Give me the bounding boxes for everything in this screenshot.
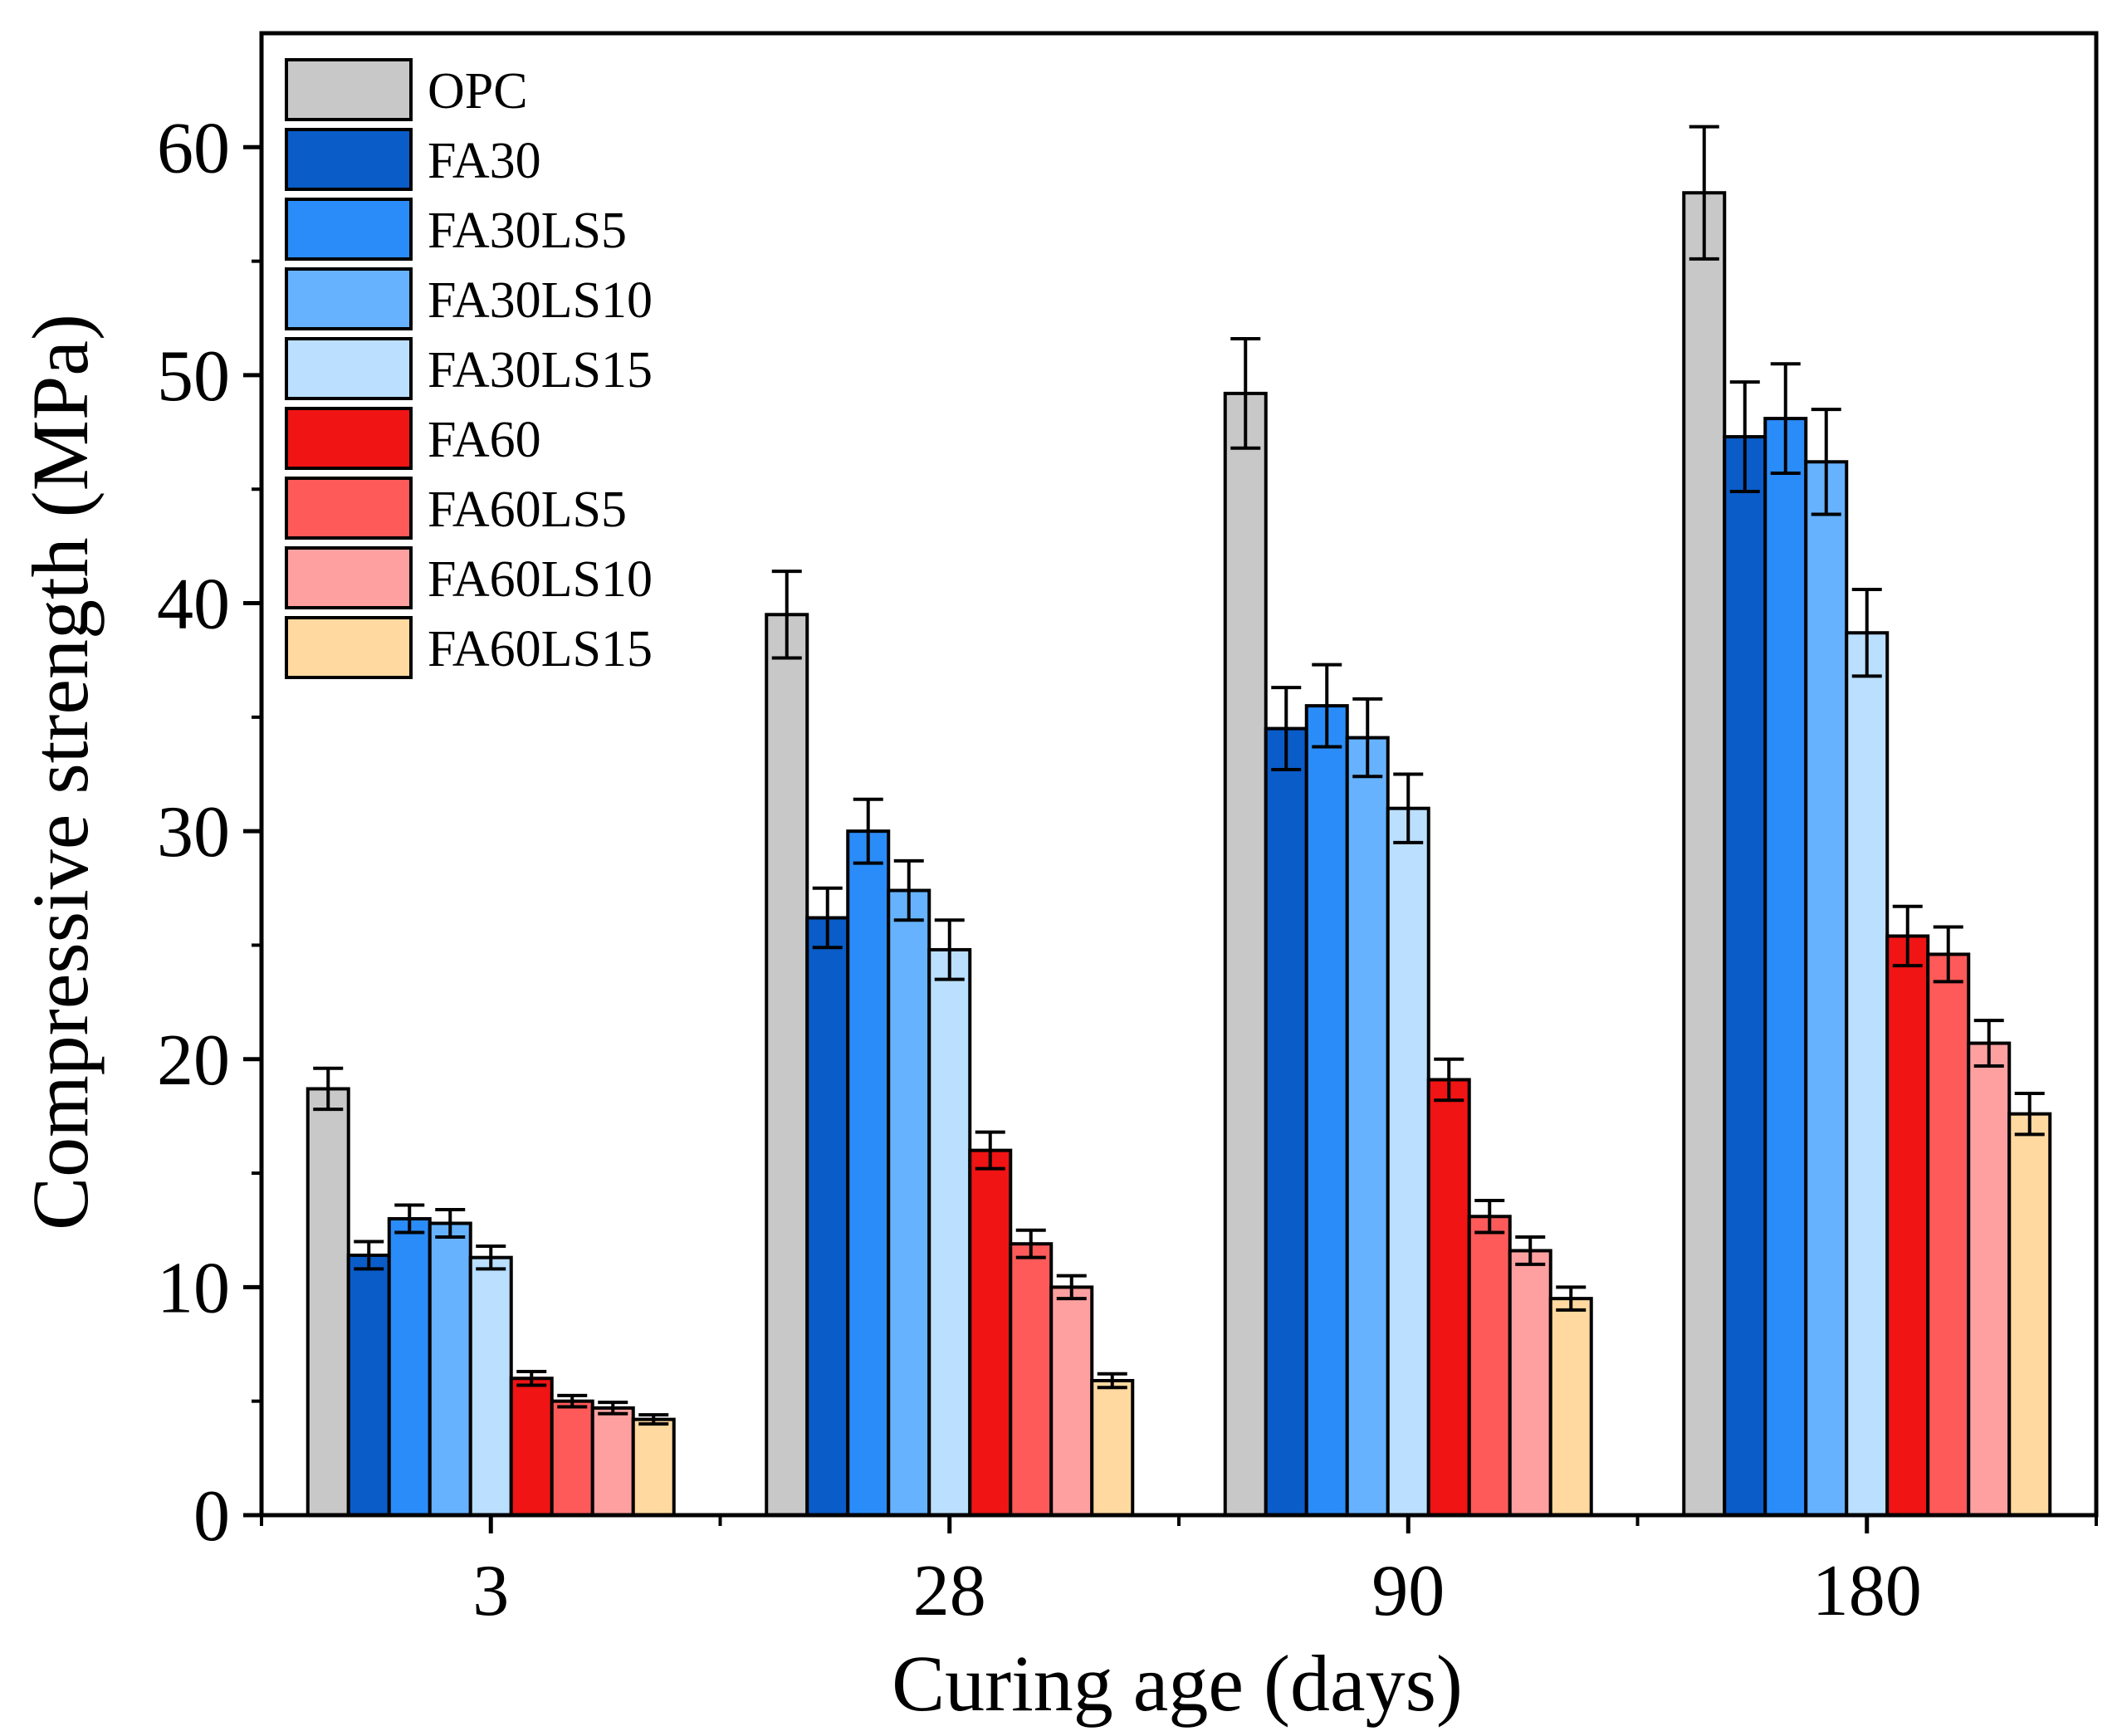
bar-fa60ls5-3: [550, 1399, 594, 1517]
y-tick-label: 50: [157, 336, 230, 417]
bar-fa60ls15-90: [1548, 1297, 1593, 1517]
y-tick-label: 0: [193, 1476, 230, 1557]
legend-swatch-opc: [285, 58, 413, 121]
bar-fa60ls5-90: [1467, 1215, 1512, 1518]
legend-swatch-fa60: [285, 407, 413, 470]
bar-fa30ls15-3: [468, 1255, 513, 1517]
bar-opc-28: [765, 613, 809, 1517]
bar-fa30ls15-90: [1386, 806, 1430, 1517]
bar-fa60-3: [509, 1377, 554, 1517]
legend-label-opc: OPC: [428, 63, 528, 120]
legend: OPC FA30 FA30LS5 FA30LS10 FA30LS15 FA60 FA60LS…: [285, 58, 653, 679]
bar-fa30ls5-28: [846, 829, 891, 1517]
y-tick-label: 20: [157, 1020, 230, 1101]
legend-swatch-fa30ls5: [285, 198, 413, 261]
bar-fa60ls15-3: [631, 1417, 676, 1517]
bar-fa60-28: [968, 1148, 1013, 1517]
legend-label-fa60ls15: FA60LS15: [428, 621, 653, 677]
bar-fa30ls5-3: [387, 1217, 432, 1517]
y-axis-title: Compressive strength (MPa): [16, 314, 105, 1230]
legend-label-fa30ls5: FA30LS5: [428, 203, 627, 259]
legend-swatch-fa30: [285, 128, 413, 191]
legend-swatch-fa60ls5: [285, 477, 413, 540]
bar-fa30ls10-28: [887, 888, 931, 1517]
bar-fa60ls5-180: [1926, 952, 1971, 1517]
bar-fa60ls10-3: [590, 1406, 635, 1518]
legend-label-fa30ls10: FA30LS10: [428, 272, 653, 329]
bar-fa60ls5-28: [1009, 1242, 1054, 1517]
y-tick-label: 60: [157, 108, 230, 188]
bar-fa30ls5-180: [1763, 417, 1808, 1518]
bar-fa30ls10-180: [1804, 460, 1849, 1517]
legend-swatch-fa60ls15: [285, 616, 413, 679]
bar-fa30-3: [346, 1253, 391, 1517]
legend-label-fa30: FA30: [428, 133, 541, 189]
y-tick-label: 10: [157, 1248, 230, 1328]
bar-fa30-28: [805, 916, 850, 1517]
bar-fa60ls10-28: [1049, 1285, 1094, 1518]
legend-swatch-fa30ls10: [285, 267, 413, 330]
bar-opc-3: [306, 1087, 350, 1517]
bar-fa30-90: [1264, 726, 1308, 1517]
bar-fa60ls15-28: [1090, 1378, 1135, 1517]
legend-swatch-fa60ls10: [285, 546, 413, 609]
legend-label-fa60ls5: FA60LS5: [428, 482, 627, 538]
bar-fa60-180: [1885, 934, 1930, 1517]
axes-group: 0 10 20 30 40 50 60 3 28 90 180: [157, 31, 2099, 1631]
legend-label-fa60ls10: FA60LS10: [428, 551, 653, 608]
bar-opc-90: [1223, 391, 1268, 1517]
legend-label-fa60: FA60: [428, 412, 541, 468]
legend-label-fa30ls15: FA30LS15: [428, 342, 653, 399]
bar-fa30ls10-3: [428, 1221, 472, 1517]
x-axis-title: Curing age (days): [892, 1639, 1463, 1728]
y-tick-label: 30: [157, 792, 230, 873]
x-tick-label: 180: [1812, 1551, 1922, 1631]
bar-fa30ls10-90: [1345, 736, 1390, 1517]
x-tick-label: 28: [913, 1551, 986, 1631]
bar-fa60ls10-90: [1508, 1249, 1552, 1517]
bar-opc-180: [1682, 191, 1727, 1518]
bar-fa60ls15-180: [2007, 1112, 2052, 1517]
bar-fa60ls10-180: [1967, 1041, 2012, 1517]
bar-fa60-90: [1426, 1078, 1471, 1517]
bar-fa30ls15-28: [927, 947, 972, 1517]
bars-group: [306, 125, 2052, 1518]
y-tick-label: 40: [157, 565, 230, 645]
bar-fa30-180: [1723, 435, 1767, 1517]
legend-swatch-fa30ls15: [285, 337, 413, 400]
x-tick-label: 3: [472, 1551, 509, 1631]
x-tick-label: 90: [1371, 1551, 1445, 1631]
bar-fa30ls5-90: [1304, 704, 1349, 1517]
bar-fa30ls15-180: [1845, 631, 1890, 1518]
